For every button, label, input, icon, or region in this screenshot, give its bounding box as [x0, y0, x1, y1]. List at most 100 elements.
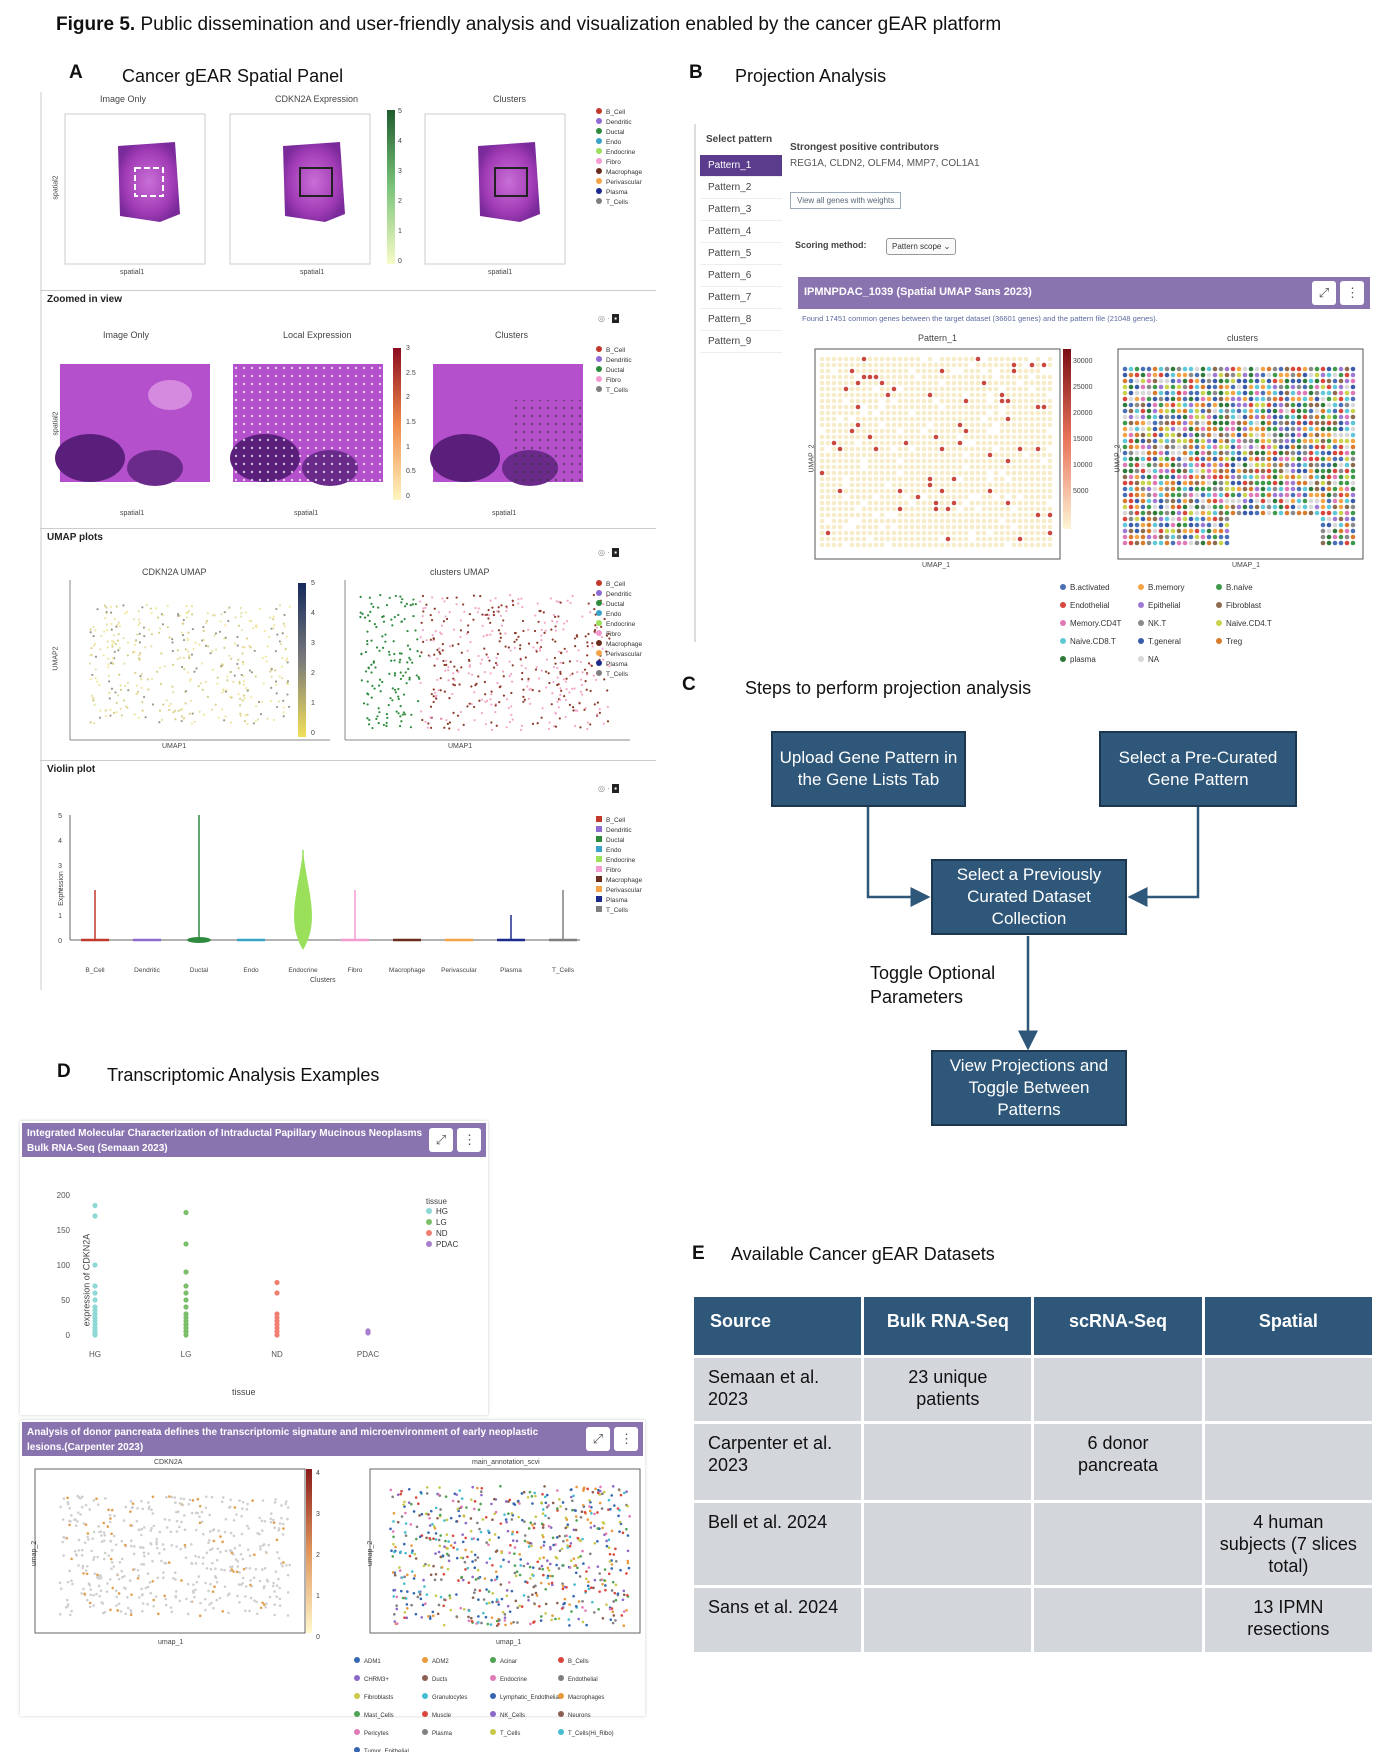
projection-spot: [1272, 432, 1278, 438]
projection-spot: [1266, 396, 1272, 402]
umap-point: [432, 637, 435, 640]
projection-spot: [981, 518, 987, 524]
a-umap-toolbar[interactable]: ◎ · ▪: [598, 548, 619, 557]
umap-point: [511, 1539, 515, 1542]
umap-point: [500, 604, 503, 607]
projection-spot: [1122, 366, 1128, 372]
umap-point: [480, 658, 484, 661]
more-vertical-icon[interactable]: ⋮: [614, 1427, 639, 1451]
projection-spot: [1248, 468, 1254, 474]
projection-spot: [1266, 444, 1272, 450]
umap-point: [362, 702, 366, 705]
d-strip-xlabel: tissue: [232, 1387, 256, 1397]
projection-spot: [1146, 504, 1152, 510]
umap-point: [249, 1596, 253, 1600]
umap-point: [527, 1598, 530, 1602]
umap-point: [399, 595, 402, 598]
projection-spot: [1182, 528, 1188, 534]
umap-point: [94, 629, 97, 632]
projection-spot: [1122, 450, 1128, 456]
projection-spot: [885, 530, 891, 536]
pattern-item[interactable]: Pattern_6: [700, 265, 782, 287]
umap-point: [83, 1592, 86, 1596]
umap-point: [593, 630, 596, 633]
a-zoom-toolbar[interactable]: ◎ · ▪: [598, 314, 619, 323]
pattern-item[interactable]: Pattern_8: [700, 309, 782, 331]
umap-point: [518, 1604, 521, 1608]
projection-spot: [957, 362, 963, 368]
umap-point: [360, 653, 363, 656]
projection-spot: [915, 380, 921, 386]
projection-spot: [1041, 506, 1047, 512]
projection-spot: [975, 470, 981, 476]
umap-point: [160, 718, 163, 722]
umap-point: [546, 1574, 550, 1578]
umap-point: [444, 1495, 448, 1498]
projection-spot: [927, 434, 933, 440]
umap-point: [610, 1589, 614, 1592]
expand-icon[interactable]: ⤢: [586, 1427, 610, 1451]
projection-spot: [1122, 462, 1128, 468]
umap-point: [443, 1545, 446, 1548]
projection-spot: [867, 434, 873, 440]
umap-point: [479, 1502, 482, 1506]
umap-point: [497, 629, 501, 632]
pattern-item[interactable]: Pattern_9: [700, 331, 782, 353]
pattern-item[interactable]: Pattern_1: [700, 155, 782, 177]
more-vertical-icon[interactable]: ⋮: [457, 1128, 482, 1152]
projection-spot: [819, 446, 825, 452]
projection-spot: [969, 506, 975, 512]
umap-point: [491, 1518, 494, 1522]
pattern-item[interactable]: Pattern_3: [700, 199, 782, 221]
projection-spot: [1248, 396, 1254, 402]
pattern-item[interactable]: Pattern_7: [700, 287, 782, 309]
pattern-item[interactable]: Pattern_2: [700, 177, 782, 199]
projection-spot: [921, 416, 927, 422]
expand-icon[interactable]: ⤢: [429, 1128, 453, 1152]
pattern-item[interactable]: Pattern_5: [700, 243, 782, 265]
projection-spot: [1011, 518, 1017, 524]
umap-point: [600, 1507, 604, 1510]
projection-spot: [1344, 492, 1350, 498]
projection-spot: [981, 494, 987, 500]
projection-spot: [1134, 474, 1140, 480]
umap-point: [92, 1555, 96, 1559]
projection-spot: [1272, 468, 1278, 474]
umap-point: [108, 680, 111, 683]
projection-spot: [831, 398, 837, 404]
chevron-down-icon: ⌄: [943, 242, 951, 251]
strip-ytick: 150: [57, 1226, 71, 1235]
projection-spot: [927, 518, 933, 524]
view-weights-button[interactable]: View all genes with weights: [790, 192, 902, 209]
projection-spot: [1344, 372, 1350, 378]
pattern-item[interactable]: Pattern_4: [700, 221, 782, 243]
violin-ytick: 5: [58, 813, 62, 820]
umap-point: [138, 1546, 142, 1549]
umap-point: [182, 717, 185, 720]
projection-spot: [939, 428, 945, 434]
projection-spot: [1011, 404, 1017, 410]
projection-spot: [927, 452, 933, 458]
projection-spot: [879, 386, 885, 392]
projection-spot: [915, 536, 921, 542]
umap-point: [359, 595, 362, 598]
strip-point: [183, 1290, 189, 1296]
projection-spot: [1134, 498, 1140, 504]
projection-spot: [1188, 390, 1194, 396]
expand-icon[interactable]: ⤢: [1312, 281, 1336, 305]
projection-spot: [1122, 480, 1128, 486]
umap-point: [484, 700, 487, 704]
projection-spot: [855, 464, 861, 470]
umap-point: [425, 1593, 429, 1596]
scoring-select[interactable]: Pattern scope ⌄: [886, 238, 957, 255]
more-vertical-icon[interactable]: ⋮: [1340, 281, 1365, 305]
projection-spot: [963, 404, 969, 410]
a-violin-toolbar[interactable]: ◎ · ▪: [598, 784, 619, 793]
umap-point: [232, 1534, 236, 1538]
umap-point: [241, 699, 244, 702]
legend-swatch: [596, 660, 602, 666]
projection-spot: [1344, 396, 1350, 402]
umap-point: [447, 1540, 450, 1543]
projection-spot: [837, 434, 843, 440]
umap-point: [461, 1578, 465, 1582]
